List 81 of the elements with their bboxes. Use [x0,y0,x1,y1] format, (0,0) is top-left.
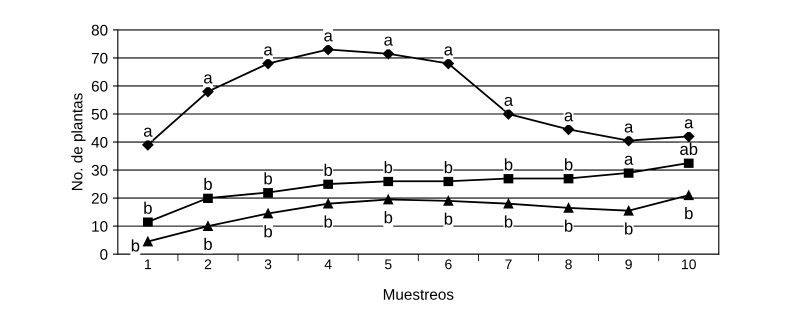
data-label: b [204,178,212,190]
point [142,217,153,227]
data-label: b [564,158,572,170]
data-label: a [384,36,393,46]
point [564,203,574,213]
point [383,194,394,204]
data-label: ab [680,142,698,156]
data-label: b [625,222,633,235]
point [624,206,634,216]
point [202,86,214,98]
data-label: b [264,225,272,238]
y-tick-label: 60 [92,80,108,92]
y-axis-title: No. de plantas [71,93,86,190]
y-tick-label: 30 [92,164,108,176]
x-tick-label: 4 [324,260,332,270]
x-tick-label: 10 [682,259,696,270]
x-tick-label: 1 [145,260,152,270]
point [263,208,273,218]
y-tick-label: 40 [91,136,108,148]
y-tick-label: 20 [92,192,108,204]
data-label: a [444,46,453,56]
data-label: b [324,164,332,176]
point [564,174,574,184]
x-tick-label: 6 [445,259,452,270]
point [203,221,213,231]
point [142,139,154,150]
point [443,176,454,186]
point [502,108,514,120]
data-label: b [204,238,212,250]
y-tick-label: 0 [100,249,108,260]
data-label: b [444,161,452,174]
data-label: a [144,128,152,137]
point [383,176,394,186]
data-label: a [204,74,213,84]
data-label: a [324,32,333,42]
data-label: a [624,156,634,165]
x-tick-label: 2 [204,259,212,270]
point [382,48,394,60]
data-label: a [684,119,694,128]
x-axis-title: Muestreos [384,289,454,300]
point [443,196,454,206]
data-label: a [624,123,634,133]
point [624,168,634,178]
data-label: b [564,220,572,232]
point [683,130,694,142]
data-label: a [564,112,574,122]
data-label: b [264,172,272,184]
point [504,198,514,209]
point [323,179,334,189]
point [142,236,153,246]
point [442,58,454,70]
x-tick-label: 5 [384,260,392,270]
data-label: a [264,46,273,56]
data-label: b [685,206,693,220]
data-label: b [144,202,152,214]
data-label: b [132,239,140,252]
data-label: b [504,215,512,228]
data-label: b [324,215,332,228]
x-tick-label: 9 [625,259,632,270]
point [262,58,274,70]
point [562,124,574,136]
point [623,135,634,146]
point [203,193,213,203]
y-tick-label: 10 [92,220,108,232]
point [684,158,694,168]
point [504,174,514,184]
x-tick-label: 8 [565,259,572,270]
point [684,190,694,200]
data-label: b [384,161,392,174]
data-label: a [504,96,514,106]
x-tick-label: 7 [505,260,512,270]
point [323,198,334,209]
y-tick-label: 70 [92,52,108,64]
point [263,188,273,198]
data-label: b [384,211,392,224]
y-tick-label: 50 [92,108,108,120]
point [322,44,334,56]
x-tick-label: 3 [264,259,272,270]
data-label: b [444,212,452,225]
data-label: b [504,158,512,170]
y-tick-label: 80 [92,24,108,36]
